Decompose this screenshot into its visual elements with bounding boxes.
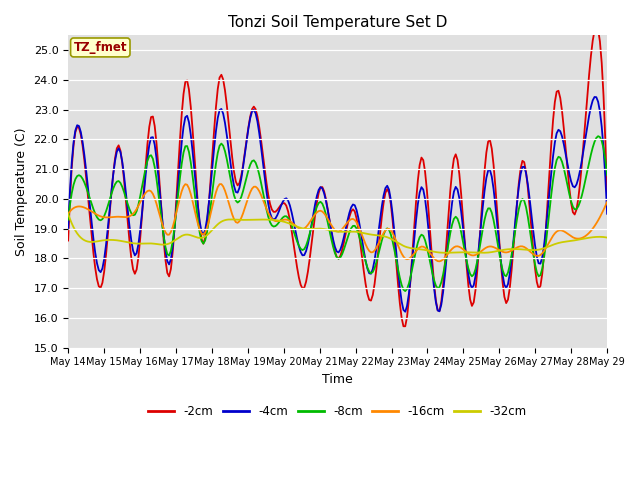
-8cm bbox=[595, 133, 602, 139]
-16cm bbox=[604, 199, 611, 205]
-2cm bbox=[593, 24, 600, 29]
-16cm bbox=[385, 226, 393, 232]
-8cm bbox=[383, 226, 391, 231]
-2cm bbox=[394, 281, 402, 287]
-4cm bbox=[591, 94, 598, 100]
-2cm bbox=[555, 88, 563, 94]
-2cm bbox=[64, 238, 72, 243]
-16cm bbox=[66, 208, 74, 214]
Legend: -2cm, -4cm, -8cm, -16cm, -32cm: -2cm, -4cm, -8cm, -16cm, -32cm bbox=[144, 400, 532, 423]
-4cm bbox=[64, 226, 72, 231]
-2cm bbox=[604, 196, 611, 202]
-4cm bbox=[394, 268, 402, 274]
-8cm bbox=[64, 217, 72, 223]
-16cm bbox=[64, 211, 72, 216]
-32cm bbox=[555, 240, 563, 246]
-8cm bbox=[604, 172, 611, 178]
-16cm bbox=[387, 228, 395, 233]
-4cm bbox=[555, 127, 563, 132]
-2cm bbox=[401, 324, 409, 329]
-16cm bbox=[396, 247, 404, 252]
-32cm bbox=[520, 247, 528, 252]
Line: -4cm: -4cm bbox=[68, 97, 607, 312]
Line: -32cm: -32cm bbox=[68, 214, 607, 253]
-8cm bbox=[394, 266, 402, 272]
-4cm bbox=[385, 187, 393, 192]
-8cm bbox=[385, 227, 393, 233]
-4cm bbox=[66, 188, 74, 193]
-2cm bbox=[520, 159, 528, 165]
-8cm bbox=[401, 288, 409, 294]
Line: -16cm: -16cm bbox=[68, 184, 607, 261]
Text: TZ_fmet: TZ_fmet bbox=[74, 41, 127, 54]
-32cm bbox=[385, 235, 393, 241]
Line: -8cm: -8cm bbox=[68, 136, 607, 291]
-16cm bbox=[556, 228, 564, 233]
-4cm bbox=[604, 211, 611, 216]
-16cm bbox=[522, 245, 530, 251]
Line: -2cm: -2cm bbox=[68, 26, 607, 326]
X-axis label: Time: Time bbox=[323, 373, 353, 386]
-32cm bbox=[604, 235, 611, 240]
-32cm bbox=[394, 240, 402, 246]
-2cm bbox=[383, 186, 391, 192]
-32cm bbox=[64, 211, 72, 216]
-8cm bbox=[520, 198, 528, 204]
-2cm bbox=[385, 190, 393, 196]
-32cm bbox=[66, 216, 74, 222]
-2cm bbox=[66, 196, 74, 202]
-4cm bbox=[520, 164, 528, 169]
Y-axis label: Soil Temperature (C): Soil Temperature (C) bbox=[15, 127, 28, 256]
-32cm bbox=[479, 250, 486, 256]
Title: Tonzi Soil Temperature Set D: Tonzi Soil Temperature Set D bbox=[228, 15, 447, 30]
-16cm bbox=[218, 181, 225, 187]
-16cm bbox=[436, 258, 444, 264]
-4cm bbox=[383, 183, 391, 189]
-8cm bbox=[66, 202, 74, 207]
-4cm bbox=[401, 309, 409, 314]
-32cm bbox=[383, 234, 391, 240]
-8cm bbox=[555, 154, 563, 160]
